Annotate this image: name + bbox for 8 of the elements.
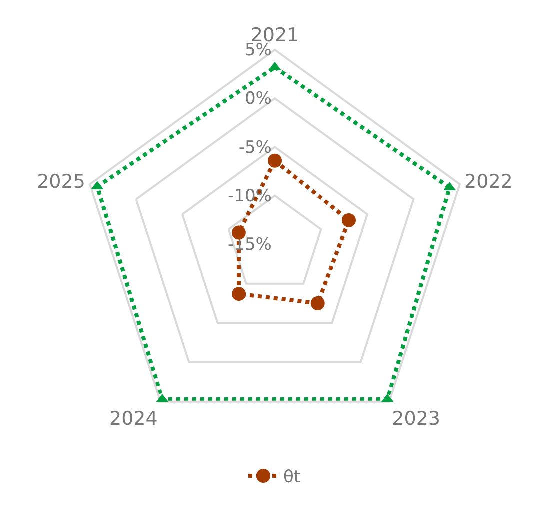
spoke-label: 2024 [109, 408, 158, 430]
y-tick-label: 0% [244, 89, 272, 110]
spoke-label: 2022 [464, 171, 513, 194]
y-tick-label: -5% [238, 138, 272, 158]
legend-label: θt [284, 468, 301, 488]
spoke-label: 2025 [37, 171, 86, 194]
spoke-label: 2023 [392, 408, 441, 430]
y-tick-label: -10% [228, 186, 272, 206]
